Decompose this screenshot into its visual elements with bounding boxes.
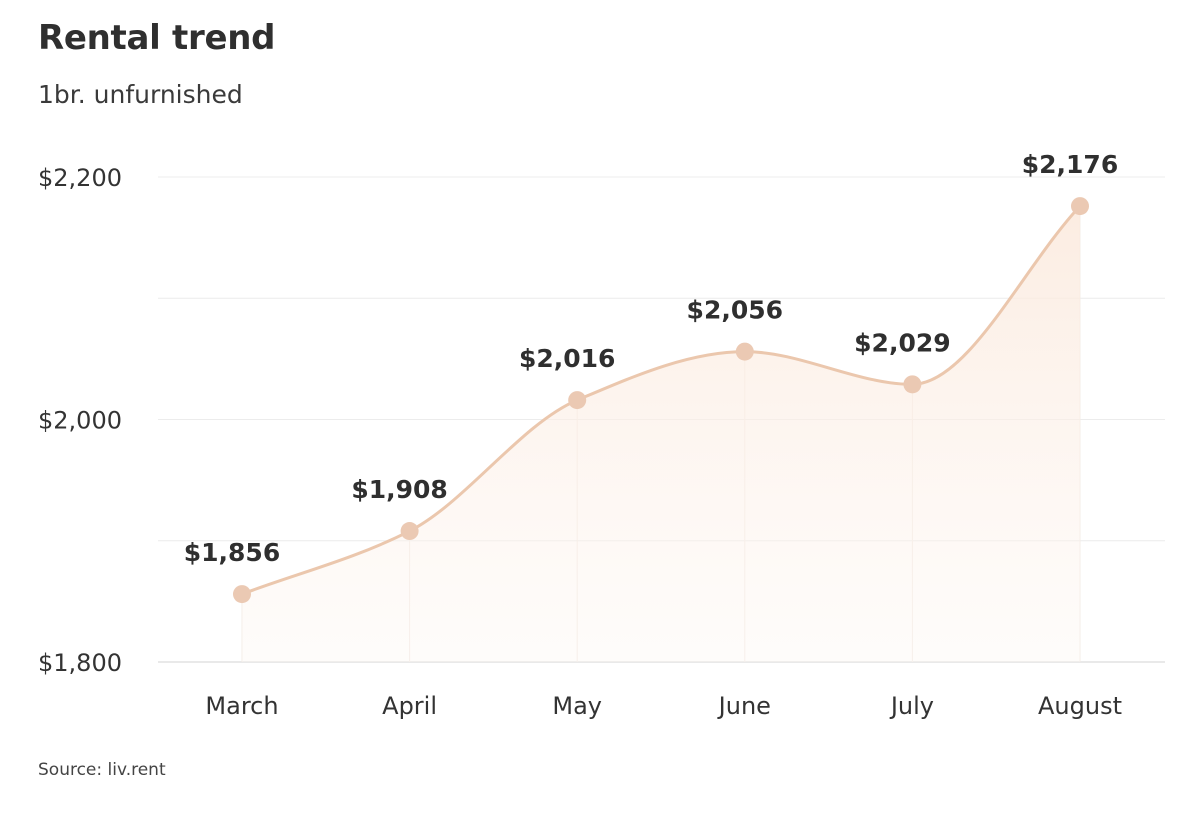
- data-label: $2,056: [687, 296, 783, 325]
- data-label: $2,016: [519, 344, 615, 373]
- data-point: [233, 585, 251, 604]
- x-tick-label: April: [382, 692, 437, 720]
- x-tick-label: May: [552, 692, 602, 720]
- chart-subtitle: 1br. unfurnished: [38, 80, 243, 109]
- data-label: $1,908: [351, 475, 447, 504]
- data-labels: $1,856 $1,908 $2,016 $2,056 $2,029 $2,176: [184, 150, 1118, 567]
- x-tick-label: August: [1038, 692, 1122, 720]
- x-tick-label: March: [205, 692, 278, 720]
- data-point: [400, 522, 419, 541]
- y-tick-label: $2,000: [38, 407, 122, 435]
- area-fill: [242, 206, 1080, 662]
- chart-title: Rental trend: [38, 18, 276, 58]
- data-label: $2,029: [854, 328, 950, 357]
- data-label: $2,176: [1022, 150, 1118, 179]
- x-axis-ticks: March April May June July August: [205, 692, 1122, 720]
- y-tick-label: $2,200: [38, 164, 122, 192]
- data-point: [735, 342, 754, 361]
- x-tick-label: July: [889, 692, 934, 720]
- y-axis-ticks: $1,800 $2,000 $2,200: [38, 164, 122, 677]
- data-label: $1,856: [184, 538, 280, 567]
- source-note: Source: liv.rent: [38, 760, 166, 780]
- data-points: [233, 197, 1089, 604]
- data-point: [903, 375, 922, 394]
- series-line: [241, 205, 1082, 596]
- data-point: [1071, 197, 1089, 216]
- x-tick-label: June: [717, 692, 771, 720]
- data-point: [568, 391, 587, 410]
- y-tick-label: $1,800: [38, 649, 122, 677]
